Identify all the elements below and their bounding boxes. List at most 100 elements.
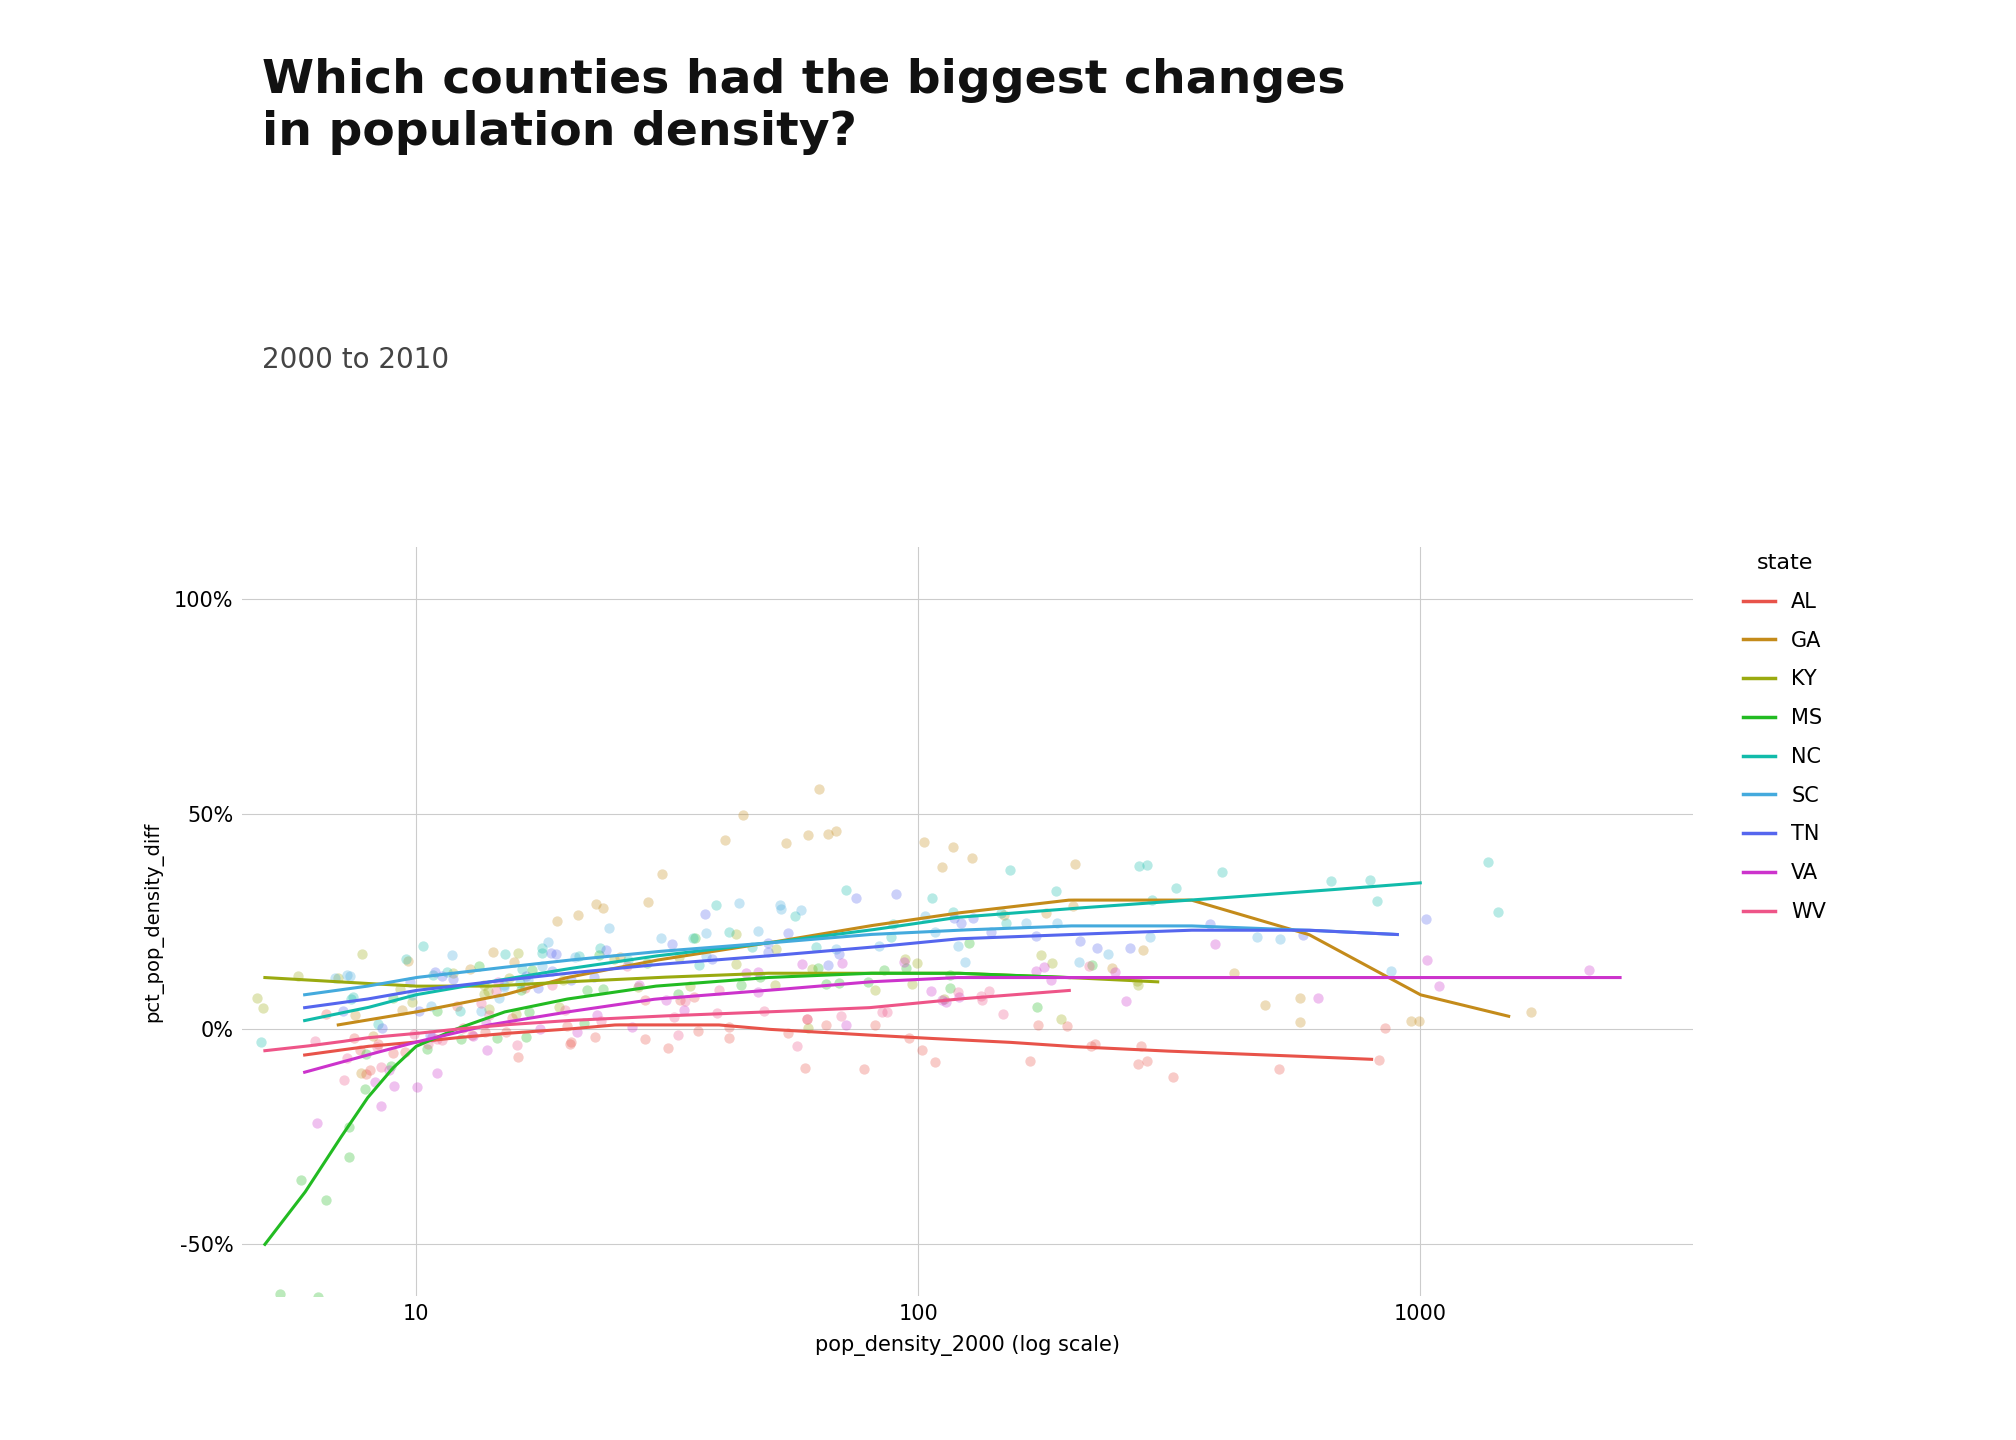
Point [435,943,468,966]
Point [389,1041,421,1064]
Point [472,1038,504,1061]
Point [393,971,425,994]
Point [220,1047,252,1070]
Point [677,926,710,949]
Point [403,999,435,1022]
Point [494,966,526,989]
Point [407,935,439,958]
Point [1121,1053,1153,1076]
Point [772,922,804,945]
Point [1079,1032,1111,1056]
Point [359,1071,391,1094]
Point [919,920,952,943]
Point [1028,956,1060,979]
Point [915,887,948,910]
Point [696,948,728,971]
Point [504,978,536,1001]
Point [1024,943,1056,966]
Point [958,907,990,930]
Point [1030,901,1062,924]
Point [889,948,921,971]
Point [482,986,514,1009]
Point [790,1008,823,1031]
Point [468,973,500,996]
Point [512,969,544,992]
Point [681,1020,714,1043]
Point [1123,854,1155,877]
Point [1472,851,1504,874]
Point [329,1068,361,1092]
Point [562,904,595,927]
Point [333,1116,365,1139]
Point [377,1074,409,1097]
Point [700,893,732,916]
Point [941,981,974,1004]
Point [950,950,982,973]
Point [1262,1057,1294,1080]
Point [502,1034,534,1057]
Point [748,999,780,1022]
Point [667,998,700,1021]
Point [554,1031,587,1054]
Point [937,900,970,923]
Point [915,979,948,1002]
Point [540,910,573,933]
Point [516,959,548,982]
Point [331,1045,363,1068]
Point [651,1037,683,1060]
Point [802,956,835,979]
Point [1040,912,1073,935]
Point [802,778,835,801]
Point [536,959,569,982]
Point [956,847,988,870]
Point [683,953,716,976]
Point [425,965,458,988]
Point [792,1017,825,1040]
Point [349,1077,381,1100]
Point [792,824,825,847]
Point [700,1001,732,1024]
Point [522,976,554,999]
Point [339,1004,371,1027]
Point [421,1061,454,1084]
Point [1159,877,1191,900]
Point [1020,924,1052,948]
Point [389,948,421,971]
Point [333,963,365,986]
Point [591,939,623,962]
Point [480,1027,512,1050]
Point [611,949,643,972]
Point [1073,955,1105,978]
Point [1482,900,1514,923]
Point [966,989,998,1012]
Point [1395,1009,1427,1032]
Point [877,913,909,936]
Point [770,831,802,854]
Point [1198,933,1230,956]
Point [631,952,663,975]
Point [1264,927,1296,950]
Point [724,973,756,996]
Point [583,945,615,968]
Point [677,985,710,1008]
Point [941,935,974,958]
Point [1193,913,1226,936]
Point [1133,926,1165,949]
Point [909,831,941,854]
Point [548,998,581,1021]
Point [689,922,722,945]
Point [1077,953,1109,976]
Point [587,978,619,1001]
Point [901,952,933,975]
Point [988,903,1020,926]
Point [657,1007,689,1030]
Text: Which counties had the biggest changes
in population density?: Which counties had the biggest changes i… [262,58,1345,154]
Point [1125,1035,1157,1058]
Point [933,963,966,986]
Point [413,1024,446,1047]
Point [821,937,853,960]
Point [1314,870,1347,893]
Point [456,1024,488,1047]
Point [1286,923,1318,946]
Point [579,1025,611,1048]
